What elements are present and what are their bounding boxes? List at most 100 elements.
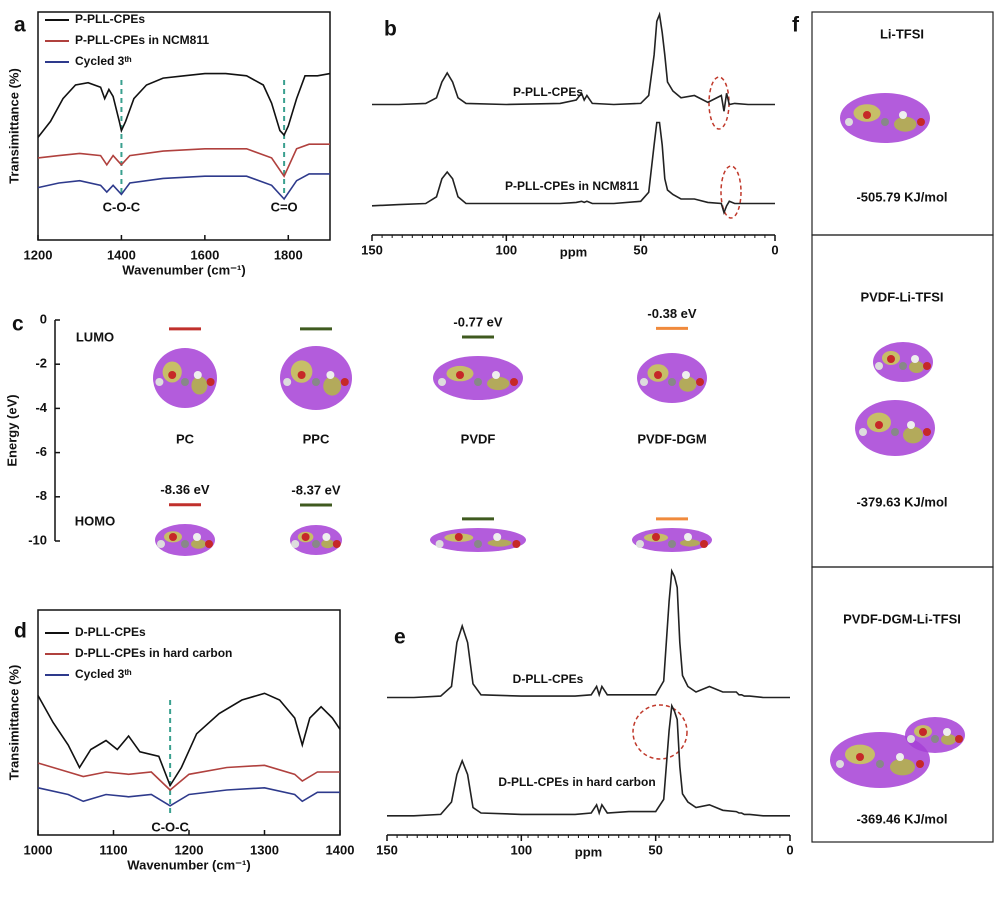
atom: [875, 362, 883, 370]
x-tick-label: 150: [361, 242, 383, 257]
atom: [684, 533, 692, 541]
orbital-lobe: [890, 758, 915, 776]
atom: [907, 735, 915, 743]
atom: [512, 540, 521, 548]
orbital-lobe: [903, 426, 923, 444]
panel-letter: e: [394, 626, 406, 649]
atom: [654, 371, 662, 379]
atom: [332, 540, 341, 548]
annotation-label: C-O-C: [103, 199, 141, 214]
atom: [859, 428, 867, 436]
atom: [668, 378, 676, 386]
x-tick-label: 1000: [24, 842, 53, 857]
spectrum-line: [372, 11, 775, 112]
x-tick-label: 1200: [24, 247, 53, 262]
atom: [474, 378, 482, 386]
x-tick-label: 100: [510, 842, 532, 857]
series-label: P-PLL-CPEs: [513, 85, 583, 99]
spectrum-line: [387, 702, 790, 817]
atom: [891, 428, 899, 436]
atom: [312, 540, 320, 548]
spectrum-line: [37, 692, 341, 788]
atom: [899, 362, 907, 370]
category-label: PVDF: [461, 431, 496, 446]
atom: [157, 540, 165, 548]
atom: [700, 540, 708, 548]
y-tick-label: -6: [35, 444, 47, 459]
orbital-lobe: [679, 376, 697, 392]
category-label: PVDF-DGM: [637, 431, 706, 446]
atom: [169, 533, 177, 541]
atom: [911, 355, 919, 363]
x-tick-label: 100: [495, 242, 517, 257]
atom: [899, 111, 907, 119]
atom: [923, 362, 931, 370]
atom: [492, 371, 500, 379]
x-tick-label: 150: [376, 842, 398, 857]
x-tick-label: 1100: [99, 842, 127, 857]
atom: [301, 533, 310, 541]
orbital-lobe: [191, 376, 208, 395]
atom: [283, 378, 292, 386]
atom: [456, 371, 464, 379]
series-label: P-PLL-CPEs in NCM811: [505, 179, 639, 193]
complex-name: Li-TFSI: [880, 26, 924, 41]
atom: [181, 540, 189, 548]
orbital-lobe: [909, 361, 924, 373]
legend-label: P-PLL-CPEs: [75, 12, 145, 26]
x-tick-label: 1400: [326, 842, 355, 857]
atom: [863, 111, 871, 119]
annotation-label: C-O-C: [151, 819, 189, 834]
legend-label: Cycled 3ᵗʰ: [75, 667, 132, 681]
atom: [931, 735, 939, 743]
atom: [193, 533, 201, 541]
atom: [510, 378, 518, 386]
orbital-lobe: [487, 539, 512, 547]
x-tick-label: 50: [633, 242, 647, 257]
x-axis-label: ppm: [575, 844, 602, 859]
y-tick-label: -4: [35, 400, 47, 415]
orbital-lobe: [680, 539, 700, 547]
atom: [206, 378, 215, 386]
orbital-lobe: [894, 116, 917, 132]
binding-energy: -505.79 KJ/mol: [856, 189, 947, 204]
complex-box: [811, 566, 994, 843]
atom: [919, 728, 927, 736]
atom: [454, 533, 463, 541]
atom: [636, 540, 644, 548]
orbital-lobe: [321, 539, 335, 549]
complex-name: PVDF-Li-TFSI: [860, 289, 943, 304]
x-axis-label: Wavenumber (cm⁻¹): [127, 857, 250, 872]
atom: [917, 118, 925, 126]
annotation-label: C=O: [271, 199, 298, 214]
atom: [887, 355, 895, 363]
panel-letter: c: [12, 313, 24, 336]
value-label: -0.38 eV: [647, 306, 696, 321]
x-axis-label: ppm: [560, 244, 587, 259]
x-axis-label: Wavenumber (cm⁻¹): [122, 262, 245, 277]
atom: [845, 118, 853, 126]
highlight-circle: [632, 704, 688, 760]
x-tick-label: 1600: [190, 247, 219, 262]
atom: [896, 753, 904, 761]
spectrum-line: [37, 173, 330, 201]
y-tick-label: 0: [40, 311, 47, 326]
series-label: D-PLL-CPEs in hard carbon: [498, 775, 655, 789]
orbital-lobe: [323, 376, 342, 396]
complex-name: PVDF-DGM-Li-TFSI: [843, 611, 961, 626]
panel-letter: b: [384, 18, 397, 41]
spectrum-line: [37, 762, 340, 792]
spectrum-line: [387, 568, 790, 699]
atom: [205, 540, 213, 548]
atom: [916, 760, 924, 768]
atom: [856, 753, 864, 761]
atom: [181, 378, 189, 386]
legend-label: Cycled 3ᵗʰ: [75, 54, 132, 68]
orbital-lobe: [487, 376, 510, 391]
value-label: -8.37 eV: [291, 482, 340, 497]
atom: [668, 540, 676, 548]
atom: [907, 421, 915, 429]
atom: [193, 371, 202, 379]
atom: [340, 378, 349, 386]
